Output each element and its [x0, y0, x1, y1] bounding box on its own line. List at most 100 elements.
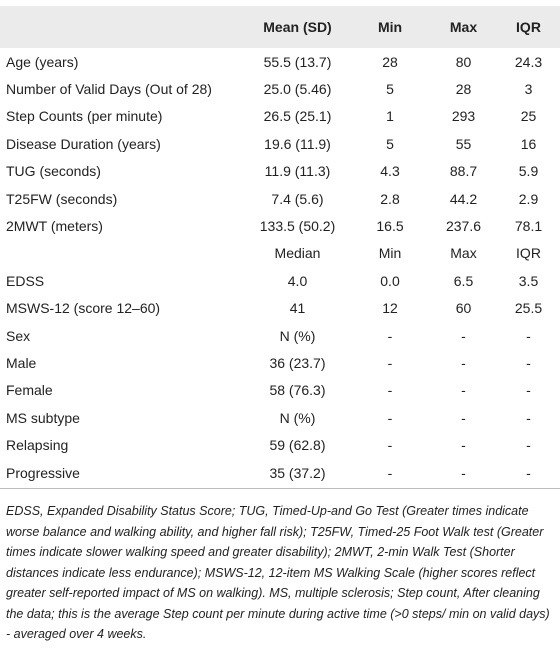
table-cell: Female [6, 382, 53, 399]
table-body: Age (years) 55.5 (13.7) 28 80 24.3 Number of … [0, 48, 560, 490]
table-cell: 36 (23.7) [269, 354, 326, 371]
table-cell: 88.7 [449, 163, 478, 180]
table-cell: 25.0 (5.46) [263, 81, 332, 98]
table-cell: - [461, 382, 466, 399]
table-cell: - [526, 382, 531, 399]
table-cell: 0.0 [380, 272, 400, 289]
table-cell: 1 [386, 108, 394, 125]
header-cell: Mean (SD) [245, 6, 350, 48]
table-cell: 2MWT (meters) [6, 218, 103, 235]
header-row: Mean (SD) Min Max IQR [0, 6, 560, 48]
table-cell: IQR [516, 245, 541, 262]
table-cell: 25 [520, 108, 537, 125]
table-row: Age (years) 55.5 (13.7) 28 80 24.3 [0, 48, 560, 75]
table-cell: 41 [289, 300, 306, 317]
table-cell: MS subtype [6, 409, 80, 426]
table-cell [0, 240, 245, 267]
table-row: MSWS-12 (score 12–60) 41 12 60 25.5 [0, 295, 560, 322]
table-row: Male 36 (23.7) - - - [0, 349, 560, 376]
table-cell: - [387, 327, 393, 344]
table-cell: - [461, 327, 466, 344]
data-table: Mean (SD) Min Max IQR Age (years) 55.5 (13.7… [0, 6, 560, 490]
table-cell: 59 (62.8) [269, 437, 326, 454]
table-cell: EDSS [6, 272, 45, 289]
table-cell: - [387, 409, 393, 426]
table-cell: Male [6, 354, 37, 371]
table-cell: 7.4 (5.6) [271, 190, 324, 207]
table-cell: Relapsing [6, 437, 69, 454]
table-row: T25FW (seconds) 7.4 (5.6) 2.8 44.2 2.9 [0, 185, 560, 212]
table-cell: Disease Duration (years) [6, 135, 161, 152]
table-row: Female 58 (76.3) - - - [0, 377, 560, 404]
table-cell: 12 [382, 300, 398, 317]
table-row: 2MWT (meters) 133.5 (50.2) 16.5 237.6 78.1 [0, 212, 560, 239]
table-cell: 19.6 (11.9) [264, 135, 331, 152]
table-cell: 24.3 [514, 53, 543, 70]
table-cell: 28 [455, 81, 472, 98]
table-cell: 28 [382, 53, 398, 70]
header-cell: IQR [497, 6, 560, 48]
table-row: EDSS 4.0 0.0 6.5 3.5 [0, 267, 560, 294]
table-cell: Max [450, 245, 477, 262]
table-cell: 5.9 [518, 163, 539, 180]
table-row: Relapsing 59 (62.8) - - - [0, 431, 560, 458]
table-cell: 3 [524, 81, 533, 98]
table-cell: 2.9 [518, 190, 539, 207]
table-row: Median Min Max IQR [0, 240, 560, 267]
table-cell: 58 (76.3) [269, 382, 326, 399]
header-cell: Max [430, 6, 497, 48]
table-cell: - [526, 437, 531, 454]
table-cell: 60 [455, 300, 472, 317]
table-cell: - [350, 458, 430, 490]
header-cell: Min [350, 6, 430, 48]
table-cell: 44.2 [449, 190, 478, 207]
table-cell: 16 [520, 135, 537, 152]
table-cell: Age (years) [6, 53, 79, 70]
table-cell: 35 (37.2) [245, 458, 350, 490]
table-cell: 78.1 [514, 218, 543, 235]
table-cell: - [430, 458, 497, 490]
table-cell: - [387, 354, 393, 371]
table-cell: Sex [6, 327, 31, 344]
table-cell: 5 [386, 81, 394, 98]
table-cell: 5 [386, 135, 394, 152]
table-cell: 293 [451, 108, 476, 125]
table-row: Step Counts (per minute) 26.5 (25.1) 1 293 2… [0, 103, 560, 130]
table-cell: - [526, 354, 531, 371]
table-row: MS subtype N (%) - - - [0, 404, 560, 431]
table-cell: 133.5 (50.2) [259, 218, 336, 235]
table-cell: Number of Valid Days (Out of 28) [6, 81, 212, 98]
table-cell: - [526, 327, 531, 344]
table-row: Number of Valid Days (Out of 28) 25.0 (5.… [0, 75, 560, 102]
table-row: Sex N (%) - - - [0, 322, 560, 349]
table-cell: - [461, 409, 466, 426]
table-cell: Median [274, 245, 321, 262]
table-cell: T25FW (seconds) [6, 190, 118, 207]
header-cell [0, 6, 245, 48]
table-row: Disease Duration (years) 19.6 (11.9) 5 55 16 [0, 130, 560, 157]
table-cell: 80 [455, 53, 472, 70]
table-row: TUG (seconds) 11.9 (11.3) 4.3 88.7 5.9 [0, 158, 560, 185]
table-cell: 25.5 [514, 300, 543, 317]
table-cell: - [497, 458, 560, 490]
table-cell: N (%) [279, 327, 316, 344]
table-cell: 11.9 (11.3) [264, 163, 331, 180]
table-cell: - [387, 437, 393, 454]
table-cell: 6.5 [453, 272, 474, 289]
table-cell: 55.5 (13.7) [263, 53, 332, 70]
table-cell: - [461, 354, 466, 371]
table-cell: 4.3 [380, 163, 400, 180]
table-cell: Step Counts (per minute) [6, 108, 163, 125]
table-cell: 16.5 [376, 218, 404, 235]
table-cell: 237.6 [445, 218, 482, 235]
table-cell: - [526, 409, 531, 426]
table-cell: MSWS-12 (score 12–60) [6, 300, 161, 317]
table-cell: 3.5 [518, 272, 539, 289]
table-cell: - [461, 437, 466, 454]
table-cell: 55 [455, 135, 472, 152]
table-cell: 26.5 (25.1) [263, 108, 332, 125]
table-cell: N (%) [279, 409, 316, 426]
footnote: EDSS, Expanded Disability Status Score; … [6, 504, 550, 642]
table-cell: 4.0 [287, 272, 308, 289]
